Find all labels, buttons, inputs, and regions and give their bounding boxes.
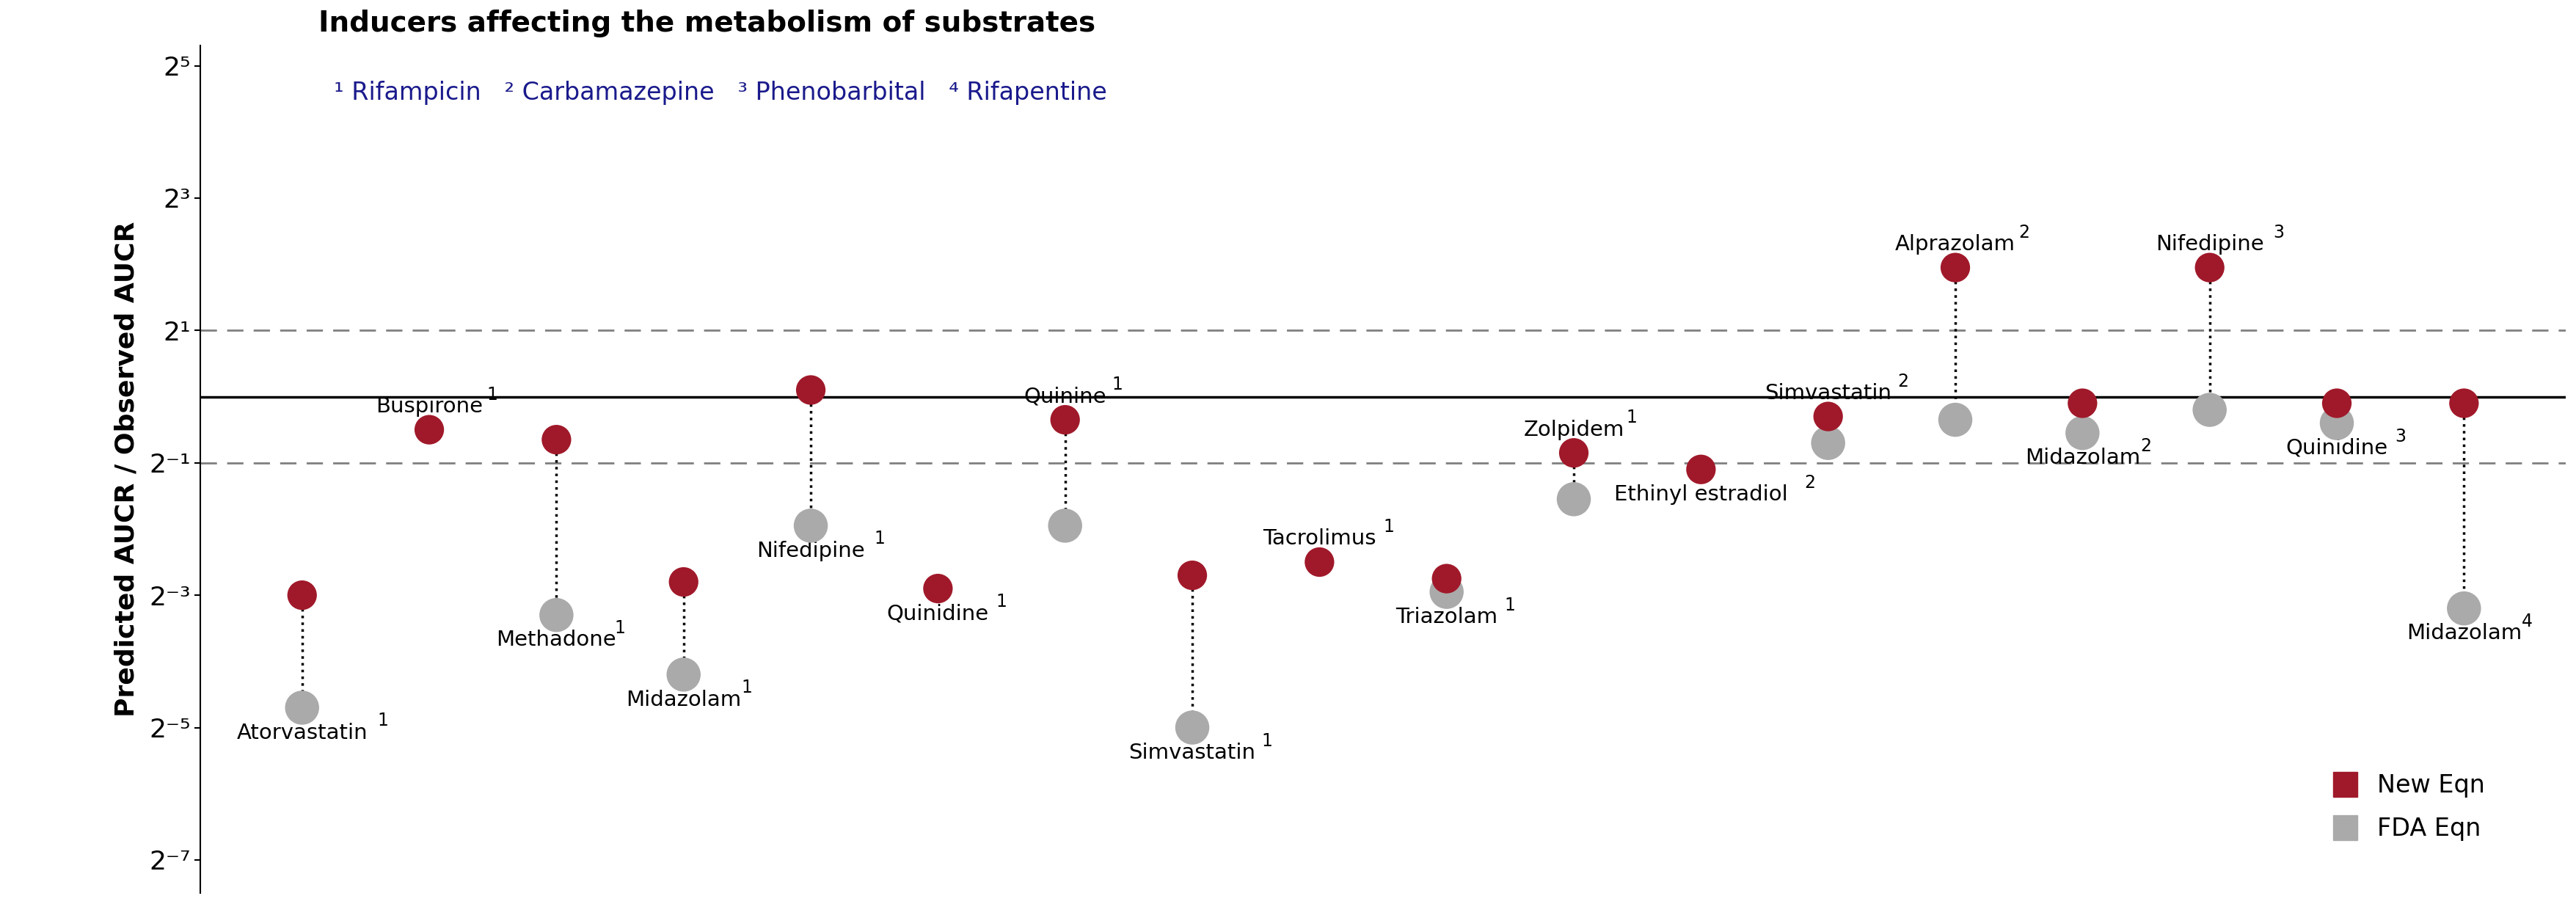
Point <box>2316 416 2357 430</box>
Text: 3: 3 <box>2272 223 2282 241</box>
Text: Simvastatin: Simvastatin <box>1765 383 1891 403</box>
Text: 1: 1 <box>1504 597 1515 614</box>
Point <box>1043 519 1084 533</box>
Text: 1: 1 <box>994 593 1007 610</box>
Point <box>2316 396 2357 410</box>
Point <box>281 701 322 715</box>
Point <box>1553 446 1595 460</box>
Text: 1: 1 <box>742 679 752 697</box>
Point <box>1680 462 1721 476</box>
Point <box>1425 571 1466 586</box>
Point <box>410 422 451 437</box>
Text: 1: 1 <box>1110 376 1123 393</box>
Text: 3: 3 <box>2393 428 2406 445</box>
Point <box>917 581 958 596</box>
Text: 2: 2 <box>1896 372 1909 391</box>
Text: Ethinyl estradiol: Ethinyl estradiol <box>1613 485 1788 504</box>
Text: 1: 1 <box>873 530 886 548</box>
Legend: New Eqn, FDA Eqn: New Eqn, FDA Eqn <box>2324 762 2494 851</box>
Text: Nifedipine: Nifedipine <box>2156 234 2264 255</box>
Text: 1: 1 <box>1625 409 1636 427</box>
Text: Methadone: Methadone <box>497 630 616 651</box>
Point <box>2061 396 2102 410</box>
Point <box>536 607 577 622</box>
Point <box>2442 601 2483 616</box>
Text: Alprazolam: Alprazolam <box>1893 234 2014 255</box>
Text: 1: 1 <box>1262 732 1273 749</box>
Point <box>2190 402 2231 417</box>
Point <box>2442 396 2483 410</box>
Text: Nifedipine: Nifedipine <box>757 541 866 561</box>
Point <box>1043 412 1084 427</box>
Text: 1: 1 <box>613 619 626 637</box>
Point <box>1298 555 1340 570</box>
Text: 1: 1 <box>1383 518 1394 536</box>
Point <box>662 575 703 589</box>
Text: Midazolam: Midazolam <box>2025 447 2141 468</box>
Text: Midazolam: Midazolam <box>626 690 742 710</box>
Text: 4: 4 <box>2522 613 2532 630</box>
Point <box>1935 412 1976 427</box>
Point <box>1425 585 1466 599</box>
Point <box>791 519 832 533</box>
Text: Quinidine: Quinidine <box>2285 438 2388 458</box>
Point <box>2190 260 2231 275</box>
Point <box>662 667 703 682</box>
Point <box>791 382 832 397</box>
Point <box>1553 492 1595 506</box>
Text: Zolpidem: Zolpidem <box>1522 419 1623 440</box>
Text: Midazolam: Midazolam <box>2406 623 2522 644</box>
Text: Atorvastatin: Atorvastatin <box>237 722 368 743</box>
Text: 1: 1 <box>376 712 389 730</box>
Point <box>1172 568 1213 582</box>
Text: 2: 2 <box>2020 223 2030 241</box>
Point <box>1935 260 1976 275</box>
Text: 1: 1 <box>487 386 497 403</box>
Text: ¹ Rifampicin   ² Carbamazepine   ³ Phenobarbital   ⁴ Rifapentine: ¹ Rifampicin ² Carbamazepine ³ Phenobarb… <box>319 81 1108 105</box>
Text: 2: 2 <box>2141 438 2151 455</box>
Y-axis label: Predicted AUCR / Observed AUCR: Predicted AUCR / Observed AUCR <box>113 221 139 717</box>
Point <box>2061 426 2102 440</box>
Text: Triazolam: Triazolam <box>1396 607 1497 627</box>
Text: 2: 2 <box>1803 474 1816 492</box>
Text: Buspirone: Buspirone <box>376 396 482 417</box>
Text: Simvastatin: Simvastatin <box>1128 742 1255 763</box>
Point <box>1172 720 1213 735</box>
Text: Tacrolimus: Tacrolimus <box>1262 529 1376 550</box>
Text: Quinidine: Quinidine <box>886 604 989 624</box>
Text: Quinine: Quinine <box>1023 386 1105 407</box>
Point <box>536 432 577 447</box>
Text: Inducers affecting the metabolism of substrates: Inducers affecting the metabolism of sub… <box>319 10 1095 37</box>
Point <box>1806 410 1847 424</box>
Point <box>281 588 322 602</box>
Point <box>1806 436 1847 450</box>
